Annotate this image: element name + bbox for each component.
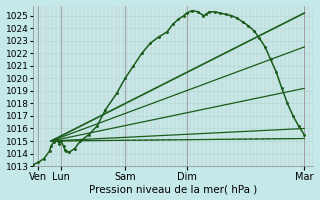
X-axis label: Pression niveau de la mer( hPa ): Pression niveau de la mer( hPa )	[89, 184, 257, 194]
